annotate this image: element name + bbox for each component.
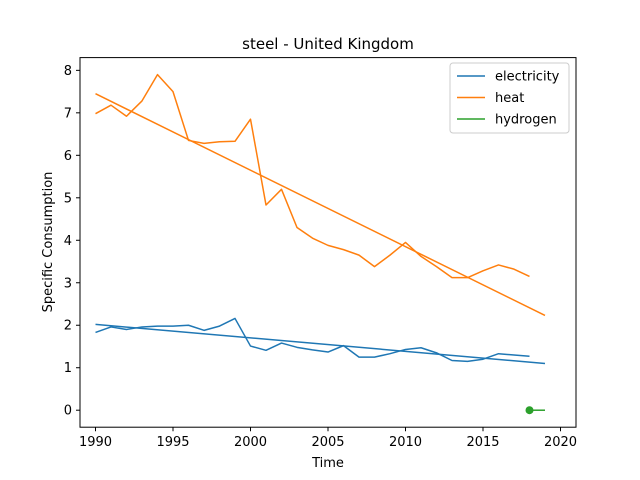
x-tick-label: 1995 [156,435,189,450]
series-line-heat [95,73,530,279]
y-axis-title: Specific Consumption [41,172,56,313]
x-axis: 1990 1995 2000 2005 2010 2015 2020 [79,427,577,450]
y-tick-label: 5 [64,191,72,206]
series-line-electricity-trend [95,323,546,365]
y-tick-label: 0 [64,404,72,419]
x-tick-label: 2000 [234,435,267,450]
x-axis-title: Time [311,456,344,471]
x-tick-label: 2020 [544,435,577,450]
x-tick-label: 1990 [79,435,112,450]
x-tick-label: 2005 [311,435,344,450]
plot-series [95,73,546,415]
x-tick-label: 2010 [389,435,422,450]
y-tick-label: 4 [64,234,72,249]
legend-label-heat: heat [495,91,524,106]
y-tick-label: 7 [64,106,72,121]
legend-label-hydrogen: hydrogen [495,113,557,128]
y-tick-label: 6 [64,149,72,164]
x-tick-label: 2015 [466,435,499,450]
y-tick-label: 8 [64,64,72,79]
y-axis: 0 1 2 3 4 5 6 7 8 [64,64,80,419]
y-tick-label: 2 [64,319,72,334]
y-tick-label: 1 [64,361,72,376]
legend-box [449,62,570,134]
series-point-hydrogen [525,406,534,415]
series-line-electricity [95,317,530,363]
y-tick-label: 3 [64,276,72,291]
series-line-heat-trend [95,93,546,317]
legend-label-electricity: electricity [495,70,560,85]
legend: electricity heat hydrogen [449,62,570,134]
chart-title: steel - United Kingdom [242,35,414,53]
